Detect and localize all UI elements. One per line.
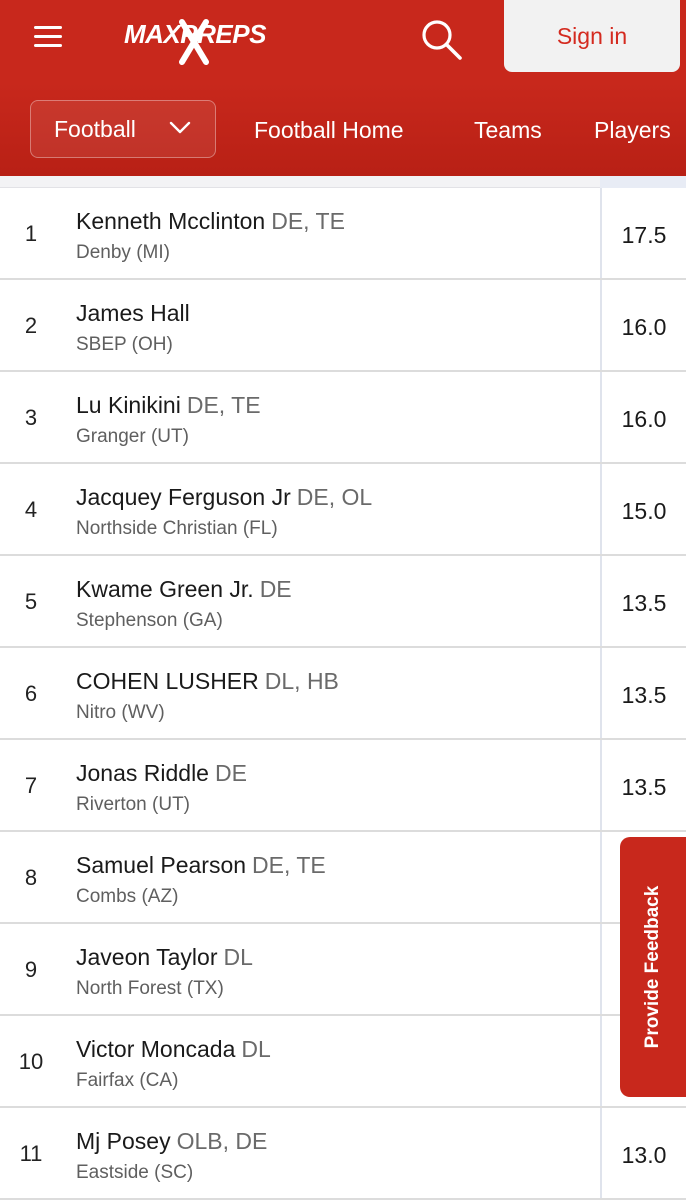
stat-value: 13.0 — [621, 1142, 667, 1168]
player-name[interactable]: Kenneth Mcclinton — [76, 208, 266, 234]
logo-x-mark — [179, 19, 209, 65]
player-school[interactable]: Stephenson (GA) — [76, 610, 223, 631]
player-positions: DE, OL — [296, 484, 373, 510]
leader-row[interactable]: 11 Mj Posey OLB, DE Eastside (SC) 13.0 — [0, 1108, 686, 1200]
stat-value: 15.0 — [621, 498, 667, 524]
rank-number: 2 — [24, 313, 38, 338]
rank-number: 7 — [24, 773, 38, 798]
player-name-line[interactable]: Samuel Pearson DE, TE — [76, 852, 326, 879]
player-school[interactable]: Northside Christian (FL) — [76, 518, 278, 539]
sport-dropdown[interactable]: Football — [30, 100, 216, 158]
player-name[interactable]: Lu Kinikini — [76, 392, 181, 418]
stat-leaders-list: 1 Kenneth Mcclinton DE, TE Denby (MI) 17.5 2 J… — [0, 176, 686, 1200]
stat-value: 13.5 — [621, 590, 667, 616]
player-name-line[interactable]: Kenneth Mcclinton DE, TE — [76, 208, 345, 235]
nav-link-football-home[interactable]: Football Home — [254, 117, 404, 143]
chevron-down-icon — [169, 121, 191, 134]
leader-row[interactable]: 4 Jacquey Ferguson Jr DE, OL Northside Chri… — [0, 464, 686, 556]
player-school[interactable]: Denby (MI) — [76, 242, 170, 263]
leader-row[interactable]: 2 James Hall SBEP (OH) 16.0 — [0, 280, 686, 372]
leader-row[interactable]: 10 Victor Moncada DL Fairfax (CA) — [0, 1016, 686, 1108]
player-school[interactable]: Combs (AZ) — [76, 886, 179, 907]
player-positions: DE — [259, 576, 292, 602]
rank-number: 6 — [24, 681, 38, 706]
player-positions: OLB, DE — [176, 1128, 268, 1154]
rank-number: 9 — [24, 957, 38, 982]
list-top-edge — [0, 176, 686, 188]
player-school[interactable]: Granger (UT) — [76, 426, 189, 447]
player-name-line[interactable]: COHEN LUSHER DL, HB — [76, 668, 339, 695]
player-school[interactable]: Nitro (WV) — [76, 702, 165, 723]
player-school[interactable]: Eastside (SC) — [76, 1162, 194, 1183]
leader-row[interactable]: 1 Kenneth Mcclinton DE, TE Denby (MI) 17.5 — [0, 188, 686, 280]
player-name-line[interactable]: Victor Moncada DL — [76, 1036, 271, 1063]
sport-dropdown-label: Football — [54, 115, 136, 142]
player-positions: DL — [241, 1036, 271, 1062]
leader-row[interactable]: 6 COHEN LUSHER DL, HB Nitro (WV) 13.5 — [0, 648, 686, 740]
player-name[interactable]: Samuel Pearson — [76, 852, 247, 878]
player-name[interactable]: Mj Posey — [76, 1128, 171, 1154]
stat-value: 17.5 — [621, 222, 667, 248]
rank-number: 1 — [24, 221, 38, 246]
leader-row[interactable]: 3 Lu Kinikini DE, TE Granger (UT) 16.0 — [0, 372, 686, 464]
player-name[interactable]: Javeon Taylor — [76, 944, 218, 970]
provide-feedback-button[interactable]: Provide Feedback — [620, 837, 686, 1097]
rank-number: 8 — [24, 865, 38, 890]
stat-value: 13.5 — [621, 682, 667, 708]
player-name-line[interactable]: Jonas Riddle DE — [76, 760, 247, 787]
leader-row[interactable]: 7 Jonas Riddle DE Riverton (UT) 13.5 — [0, 740, 686, 832]
sign-in-button[interactable]: Sign in — [504, 0, 680, 72]
rank-number: 4 — [24, 497, 38, 522]
player-positions: DE — [214, 760, 247, 786]
rank-number: 3 — [24, 405, 38, 430]
nav-link-teams[interactable]: Teams — [474, 117, 542, 143]
player-name[interactable]: Kwame Green Jr. — [76, 576, 254, 602]
player-name-line[interactable]: Lu Kinikini DE, TE — [76, 392, 261, 419]
player-school[interactable]: SBEP (OH) — [76, 334, 173, 355]
player-name[interactable]: Jacquey Ferguson Jr — [76, 484, 291, 510]
player-positions: DE, TE — [252, 852, 326, 878]
stat-value: 16.0 — [621, 314, 667, 340]
player-name-line[interactable]: James Hall — [76, 300, 196, 327]
top-bar: MAXPREPS Sign in — [0, 0, 686, 82]
rank-number: 10 — [18, 1049, 44, 1074]
hamburger-menu-icon[interactable] — [34, 26, 62, 48]
sport-nav-bar: Football Football Home Teams Players — [0, 82, 686, 176]
rank-number: 5 — [24, 589, 38, 614]
leader-row[interactable]: 8 Samuel Pearson DE, TE Combs (AZ) — [0, 832, 686, 924]
player-name[interactable]: James Hall — [76, 300, 190, 326]
player-positions: DL, HB — [264, 668, 339, 694]
player-positions: DE, TE — [271, 208, 345, 234]
player-name[interactable]: Jonas Riddle — [76, 760, 209, 786]
player-name[interactable]: Victor Moncada — [76, 1036, 236, 1062]
maxpreps-logo[interactable]: MAXPREPS — [124, 14, 294, 65]
leader-row[interactable]: 5 Kwame Green Jr. DE Stephenson (GA) 13.5 — [0, 556, 686, 648]
player-name-line[interactable]: Mj Posey OLB, DE — [76, 1128, 267, 1155]
player-name-line[interactable]: Javeon Taylor DL — [76, 944, 253, 971]
nav-link-players[interactable]: Players — [594, 117, 671, 143]
player-school[interactable]: Fairfax (CA) — [76, 1070, 179, 1091]
provide-feedback-label: Provide Feedback — [642, 885, 663, 1049]
player-name-line[interactable]: Kwame Green Jr. DE — [76, 576, 292, 603]
player-name-line[interactable]: Jacquey Ferguson Jr DE, OL — [76, 484, 372, 511]
player-name[interactable]: COHEN LUSHER — [76, 668, 259, 694]
rank-number: 11 — [19, 1141, 43, 1166]
stat-value: 13.5 — [621, 774, 667, 800]
stat-value: 16.0 — [621, 406, 667, 432]
leader-row[interactable]: 9 Javeon Taylor DL North Forest (TX) — [0, 924, 686, 1016]
player-positions: DL — [223, 944, 253, 970]
player-school[interactable]: North Forest (TX) — [76, 978, 224, 999]
search-icon[interactable] — [418, 16, 464, 62]
player-school[interactable]: Riverton (UT) — [76, 794, 191, 815]
player-positions: DE, TE — [186, 392, 261, 418]
